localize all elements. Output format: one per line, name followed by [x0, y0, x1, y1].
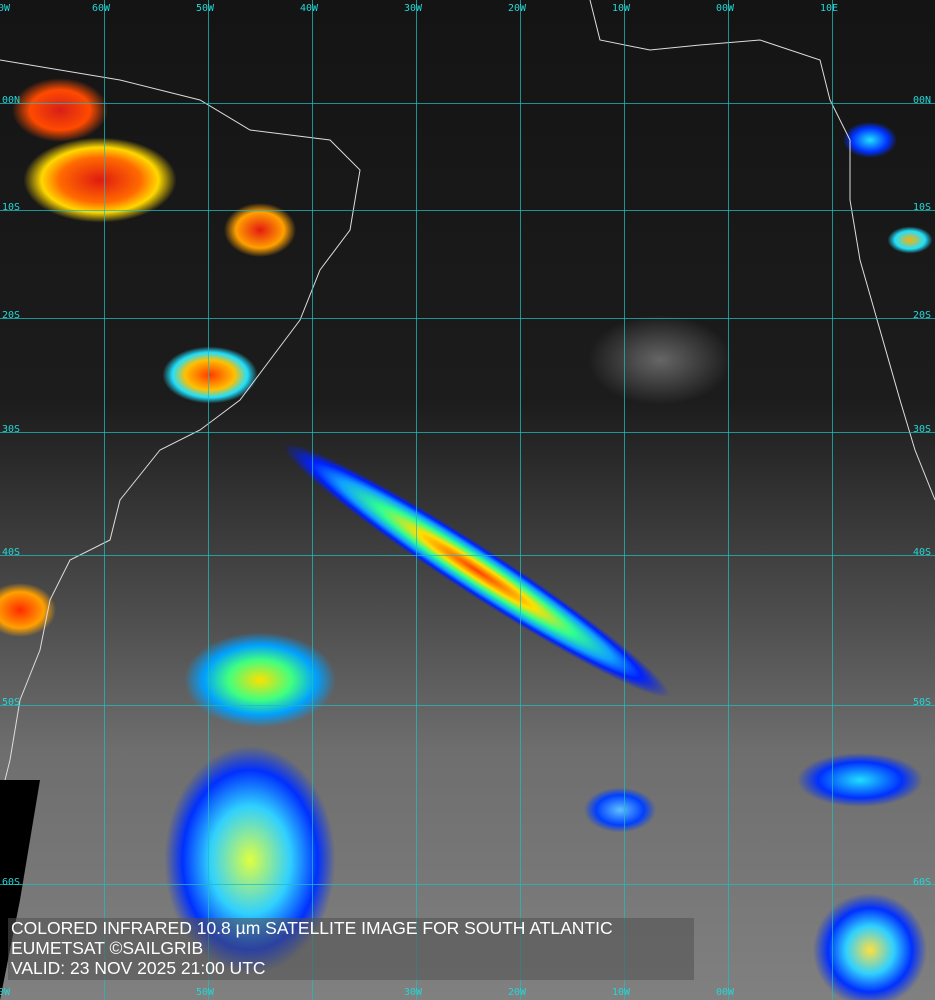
south-america-coast	[0, 59, 361, 801]
africa-coast	[589, 0, 935, 501]
meridian-00w	[728, 0, 729, 1000]
caption-credit: EUMETSAT ©SAILGRIB	[11, 938, 204, 958]
meridian-10e	[832, 0, 833, 1000]
lat-label: 30S	[2, 424, 21, 435]
meridian-60w	[104, 0, 105, 1000]
image-caption: COLORED INFRARED 10.8 µm SATELLITE IMAGE…	[8, 918, 694, 980]
meridian-30w	[416, 0, 417, 1000]
lat-label: 60S	[2, 877, 21, 888]
lon-label: 30W	[404, 3, 423, 14]
parallel-60s	[0, 884, 935, 885]
lon-label: 50W	[196, 3, 215, 14]
lat-label: 40S	[913, 547, 932, 558]
meridian-10w	[624, 0, 625, 1000]
parallel-10s	[0, 210, 935, 211]
meridian-40w	[312, 0, 313, 1000]
lat-label: 00N	[2, 95, 21, 106]
parallel-30s	[0, 432, 935, 433]
lat-label: 50S	[913, 697, 932, 708]
parallel-20s	[0, 318, 935, 319]
lat-label: 00N	[913, 95, 932, 106]
parallel-40s	[0, 555, 935, 556]
lon-label: 30W	[404, 987, 423, 998]
parallel-00n	[0, 103, 935, 104]
lon-label: 10E	[820, 3, 839, 14]
lon-label: 20W	[508, 987, 527, 998]
lon-label: 00W	[716, 987, 735, 998]
lon-label: 50W	[196, 987, 215, 998]
lat-label: 30S	[913, 424, 932, 435]
lon-label: 70W	[0, 987, 11, 998]
caption-valid-time: VALID: 23 NOV 2025 21:00 UTC	[11, 958, 266, 978]
lat-label: 20S	[913, 310, 932, 321]
caption-title: COLORED INFRARED 10.8 µm SATELLITE IMAGE…	[11, 918, 613, 938]
parallel-50s	[0, 705, 935, 706]
lat-label: 50S	[2, 697, 21, 708]
lon-label: 70W	[0, 3, 11, 14]
meridian-50w	[208, 0, 209, 1000]
meridian-20w	[520, 0, 521, 1000]
lon-label: 40W	[300, 3, 319, 14]
lon-label: 60W	[92, 3, 111, 14]
lon-label: 00W	[716, 3, 735, 14]
lat-label: 20S	[2, 310, 21, 321]
lon-label: 20W	[508, 3, 527, 14]
lon-label: 10W	[612, 987, 631, 998]
lat-label: 10S	[913, 202, 932, 213]
lat-label: 40S	[2, 547, 21, 558]
lat-label: 60S	[913, 877, 932, 888]
lat-label: 10S	[2, 202, 21, 213]
lon-label: 10W	[612, 3, 631, 14]
